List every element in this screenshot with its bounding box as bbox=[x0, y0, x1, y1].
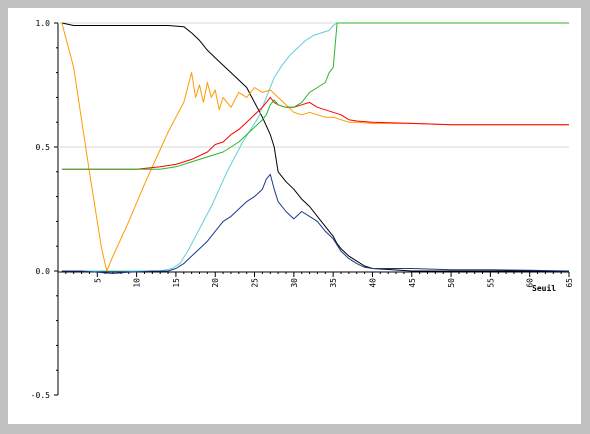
y-tick-label: 0.0 bbox=[36, 267, 51, 276]
y-tick-label: 1.0 bbox=[36, 19, 51, 28]
chart-panel: -0.5 0.0 0.5 1.0 5 10 15 20 25 30 35 40 45 50 55 60 65 S… bbox=[8, 8, 581, 424]
x-tick-label: 60 bbox=[526, 278, 535, 288]
x-tick-label: 50 bbox=[447, 278, 456, 288]
chart: -0.5 0.0 0.5 1.0 5 10 15 20 25 30 35 40 45 50 55 60 65 S… bbox=[8, 8, 581, 424]
x-tick-label: 65 bbox=[565, 278, 574, 288]
x-tick-label: 55 bbox=[486, 278, 495, 288]
x-tick-label: 45 bbox=[408, 278, 417, 288]
x-tick-label: 10 bbox=[133, 278, 142, 288]
series-line-6 bbox=[61, 173, 570, 274]
series-line-3 bbox=[61, 22, 569, 272]
x-tick-label: 15 bbox=[172, 278, 181, 288]
y-tick-label: 0.5 bbox=[36, 143, 51, 152]
x-tick-label: 40 bbox=[368, 278, 377, 288]
x-tick-label: 30 bbox=[290, 278, 299, 288]
x-tick-label: 20 bbox=[211, 278, 220, 288]
y-tick-label: -0.5 bbox=[31, 391, 50, 400]
x-tick-label: 35 bbox=[329, 278, 338, 288]
x-tick-label: 25 bbox=[251, 278, 260, 288]
series-line-5 bbox=[61, 22, 569, 170]
x-axis-label: Seuil bbox=[532, 283, 556, 293]
series-line-1 bbox=[61, 22, 569, 272]
x-tick-label: 5 bbox=[93, 278, 102, 283]
